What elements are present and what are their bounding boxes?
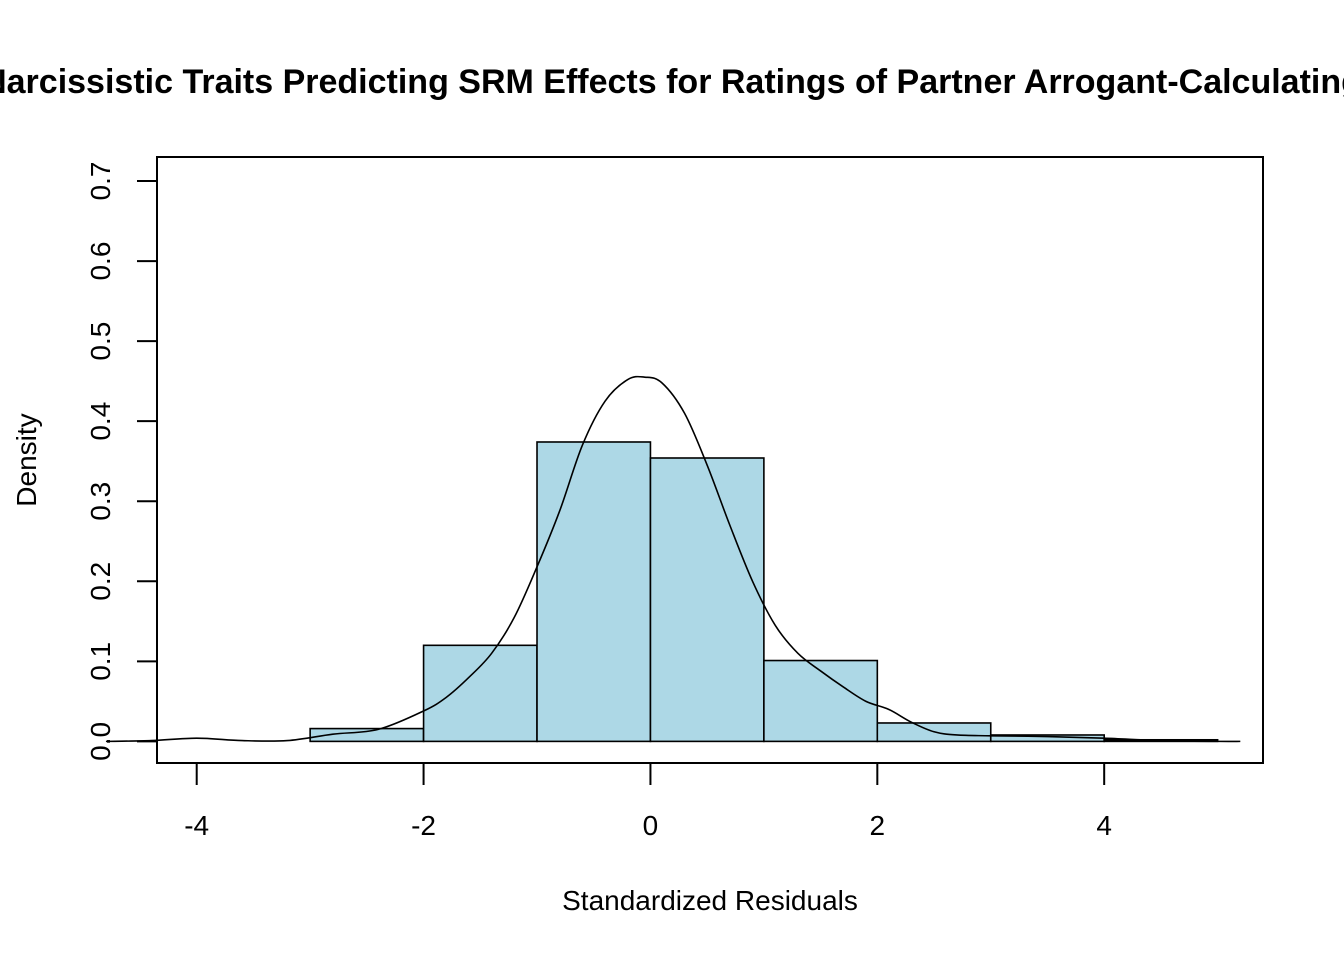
chart-title: Narcissistic Traits Predicting SRM Effec… [0,63,1344,101]
y-tick-label: 0.5 [85,322,116,361]
histogram-bar-4 [763,659,879,743]
y-axis: 0.0 0.1 0.2 0.3 0.4 0.5 0.6 0.7 [85,162,158,761]
x-tick-label: -4 [184,810,209,841]
y-tick-label: 0.4 [85,402,116,441]
y-tick-label: 0.6 [85,242,116,281]
x-tick-label: -2 [411,810,436,841]
histogram-bar-1 [422,644,538,743]
y-tick-label: 0.0 [85,722,116,761]
x-axis: -4 -2 0 2 4 [184,762,1112,841]
histogram-bars [309,441,1219,743]
x-tick-label: 4 [1096,810,1112,841]
x-axis-label: Standardized Residuals [562,885,858,916]
y-tick-label: 0.3 [85,482,116,521]
histogram-bar-3 [649,457,765,743]
y-tick-label: 0.2 [85,562,116,601]
x-tick-label: 2 [870,810,886,841]
density-curve [105,375,1241,743]
y-axis-label: Density [11,413,42,506]
x-tick-label: 0 [643,810,659,841]
y-tick-label: 0.1 [85,642,116,681]
y-tick-label: 0.7 [85,162,116,201]
histogram-bar-2 [536,441,652,743]
